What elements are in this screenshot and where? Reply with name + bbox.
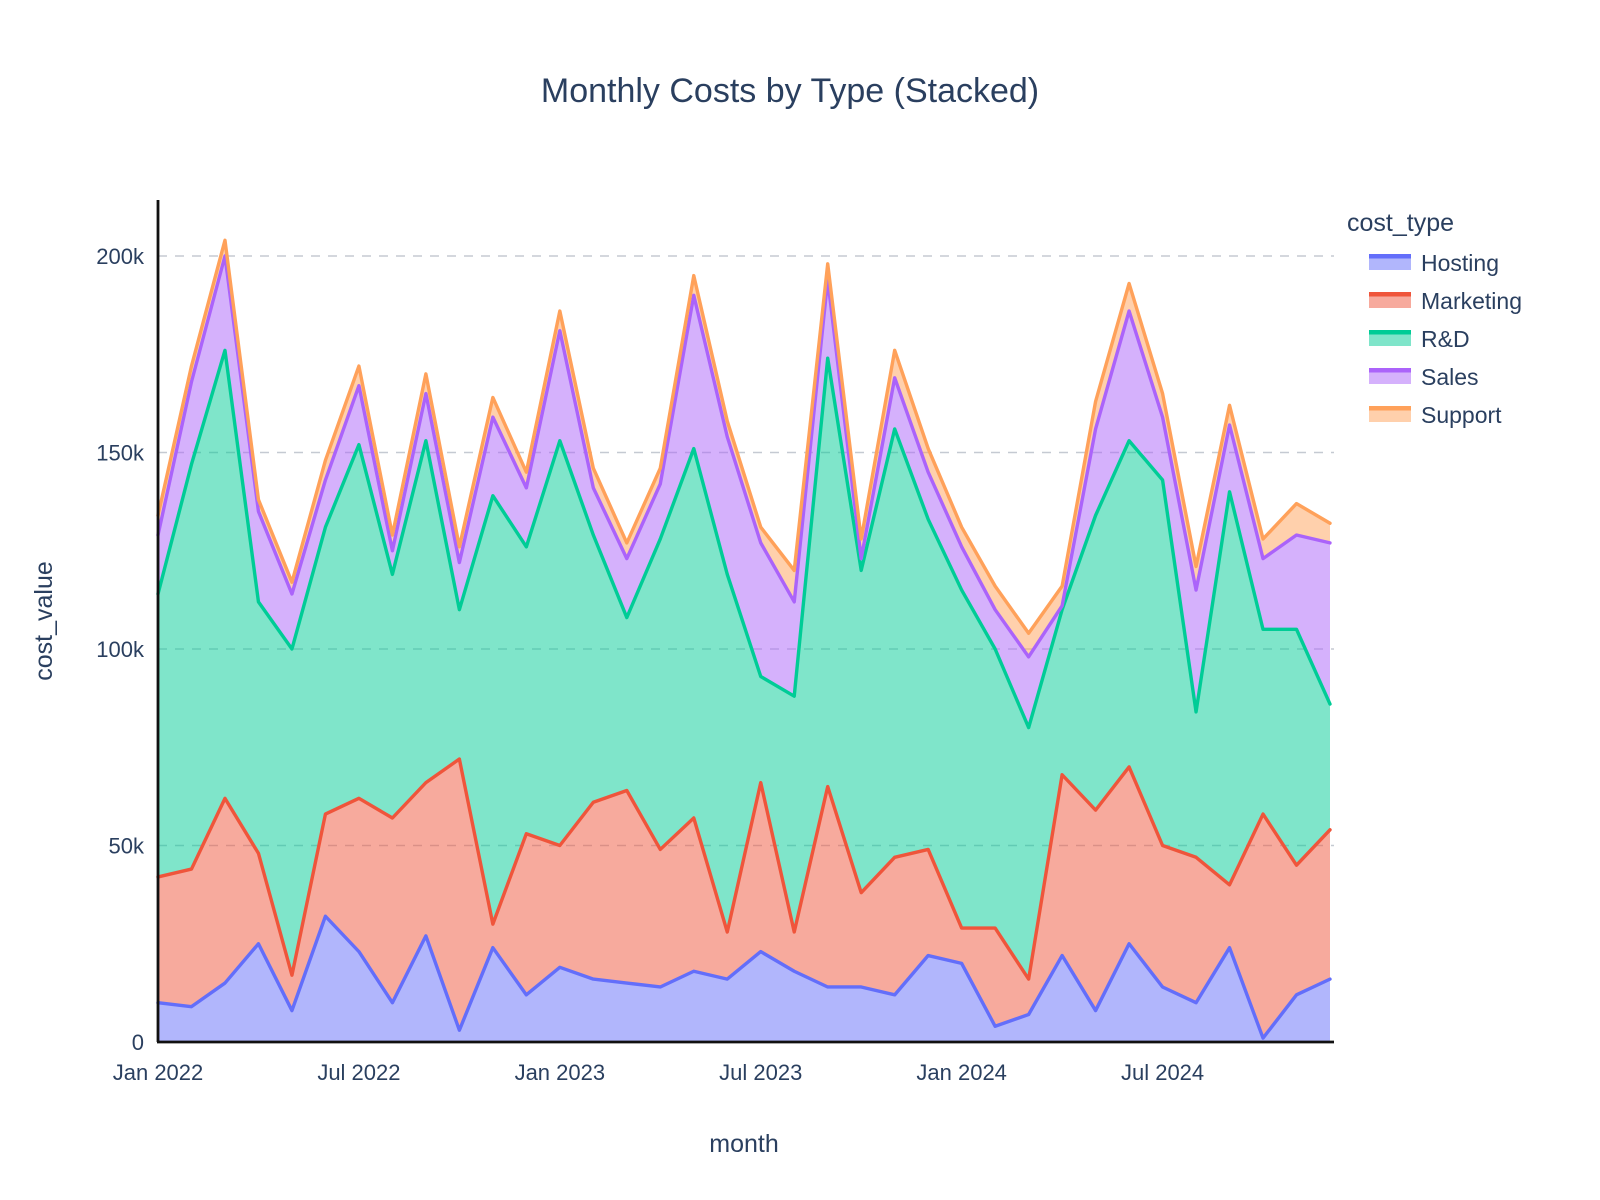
y-axis-title: cost_value	[30, 561, 58, 681]
x-axis-title: month	[709, 1130, 778, 1158]
legend-swatch-line	[1369, 330, 1411, 335]
y-tick-labels: 0 50k 100k 150k 200k	[96, 244, 145, 1055]
legend-swatch-fill	[1369, 296, 1411, 308]
plot-area[interactable]	[158, 200, 1330, 1042]
y-tick-label-200k: 200k	[96, 244, 145, 269]
legend-item-support[interactable]: Support	[1369, 402, 1502, 428]
area-band-marketing	[158, 759, 1330, 1039]
legend-title: cost_type	[1347, 209, 1454, 237]
legend-item-hosting[interactable]: Hosting	[1369, 250, 1499, 276]
boundary-line-marketing	[156, 757, 1332, 981]
legend-swatch-fill	[1369, 334, 1411, 346]
y-tick-label-100k: 100k	[96, 637, 145, 662]
series-boundary-lines	[156, 238, 1332, 1040]
area-band-r-d	[158, 350, 1330, 980]
legend-item-label: R&D	[1421, 326, 1470, 352]
boundary-line-sales	[156, 254, 1332, 659]
legend-item-sales[interactable]: Sales	[1369, 364, 1479, 390]
boundary-line-r-d	[156, 348, 1332, 730]
legend-items: Hosting Marketing R&D Sales Support	[1369, 250, 1522, 428]
x-tick-label-jul-2023: Jul 2023	[719, 1060, 802, 1085]
boundary-line-support	[156, 238, 1332, 635]
boundary-line-hosting	[156, 914, 1332, 1040]
legend-item-label: Hosting	[1421, 250, 1499, 276]
legend-item-label: Support	[1421, 402, 1502, 428]
legend-swatch-line	[1369, 254, 1411, 259]
legend: cost_type Hosting Marketing R&D Sales Suppor…	[1347, 209, 1522, 428]
x-tick-label-jan-2024: Jan 2024	[916, 1060, 1007, 1085]
legend-swatch-fill	[1369, 410, 1411, 422]
legend-swatch-line	[1369, 406, 1411, 411]
legend-item-r-d[interactable]: R&D	[1369, 326, 1470, 352]
chart-title: Monthly Costs by Type (Stacked)	[541, 72, 1039, 110]
y-tick-label-50k: 50k	[109, 834, 145, 859]
legend-item-label: Marketing	[1421, 288, 1522, 314]
legend-swatch-fill	[1369, 372, 1411, 384]
legend-swatch-line	[1369, 292, 1411, 297]
y-tick-label-150k: 150k	[96, 441, 145, 466]
x-tick-label-jan-2022: Jan 2022	[113, 1060, 204, 1085]
legend-item-label: Sales	[1421, 364, 1479, 390]
legend-item-marketing[interactable]: Marketing	[1369, 288, 1522, 314]
legend-swatch-line	[1369, 368, 1411, 373]
x-tick-label-jan-2023: Jan 2023	[515, 1060, 606, 1085]
legend-swatch-fill	[1369, 258, 1411, 270]
x-tick-label-jul-2024: Jul 2024	[1121, 1060, 1204, 1085]
y-tick-label-0: 0	[132, 1030, 144, 1055]
x-tick-label-jul-2022: Jul 2022	[317, 1060, 400, 1085]
x-tick-labels: Jan 2022 Jul 2022 Jan 2023 Jul 2023 Jan 2024…	[113, 1060, 1204, 1085]
